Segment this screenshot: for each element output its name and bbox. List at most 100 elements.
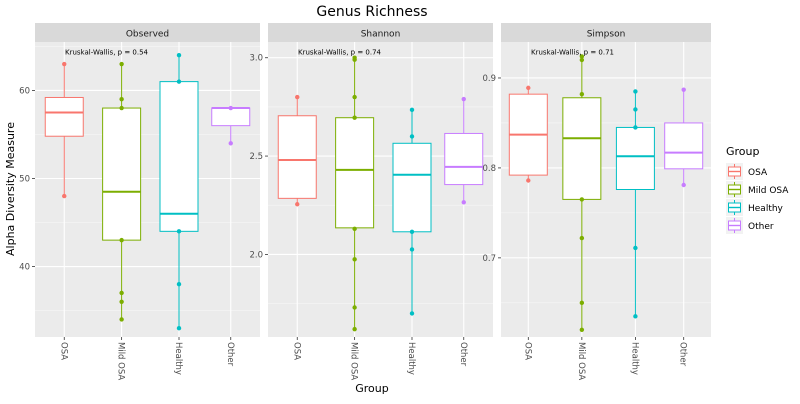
data-point-osa — [526, 85, 531, 91]
x-tick-label-other: Other — [225, 342, 235, 367]
box-body — [392, 142, 432, 233]
data-point-mild-osa — [579, 300, 585, 306]
data-point-osa — [526, 178, 531, 183]
data-point-mild-osa — [352, 257, 357, 262]
kruskal-wallis-annotation: Kruskal-Wallis, p = 0.71 — [531, 49, 614, 57]
legend-title: Group — [726, 145, 760, 158]
panel-background-simpson — [501, 42, 711, 337]
legend-item-healthy: Healthy — [726, 199, 784, 216]
legend-label-mild-osa: Mild OSA — [748, 186, 789, 196]
data-point-mild-osa — [579, 327, 585, 333]
data-point-healthy — [633, 314, 638, 319]
x-tick-label-osa: OSA — [522, 342, 532, 360]
data-point-other — [681, 182, 686, 188]
panel-simpson: Simpson 0.7 0.8 0.9 OSA Mild OSA Healthy Other K… — [482, 23, 711, 380]
box-body — [211, 107, 251, 127]
panel-shannon: Shannon 2.0 2.5 3.0 OSA Mild OSA Healthy Other K… — [249, 23, 493, 380]
chart-title: Genus Richness — [316, 4, 427, 20]
data-point-osa — [62, 193, 67, 199]
data-point-osa — [62, 61, 67, 67]
data-point-osa — [295, 94, 300, 100]
data-point-other — [461, 96, 466, 102]
x-tick-label-osa: OSA — [291, 342, 301, 360]
box-body — [615, 126, 655, 190]
panel-strip-label-shannon: Shannon — [361, 30, 401, 40]
data-point-healthy — [409, 311, 415, 316]
x-tick-label-mild-osa: Mild OSA — [116, 342, 126, 380]
data-point-healthy — [409, 229, 415, 234]
box-shannon-other — [444, 99, 484, 203]
y-tick-label: 50 — [19, 174, 30, 184]
data-point-healthy — [176, 79, 182, 84]
data-point-healthy — [409, 134, 415, 139]
data-point-osa — [295, 202, 300, 207]
y-tick-label: 0.8 — [482, 164, 496, 174]
y-tick-label: 40 — [19, 263, 30, 273]
y-tick-label: 60 — [19, 86, 30, 96]
data-point-healthy — [176, 53, 182, 58]
data-point-mild-osa — [579, 91, 585, 97]
data-point-healthy — [633, 125, 638, 130]
kruskal-wallis-annotation: Kruskal-Wallis, p = 0.54 — [65, 49, 149, 57]
panel-observed: Observed 40 50 60 OSA Mild OSA Healthy Other Kru… — [19, 23, 260, 380]
box-body — [102, 107, 142, 241]
legend-item-other: Other — [726, 217, 774, 234]
box-observed-osa — [44, 64, 84, 197]
box-body — [444, 132, 484, 186]
data-point-healthy — [633, 89, 638, 94]
panel-strip-observed — [35, 23, 260, 42]
panel-strip-shannon — [268, 23, 493, 42]
box-shannon-osa — [277, 97, 317, 205]
box-simpson-other — [664, 89, 704, 186]
data-point-mild-osa — [119, 105, 124, 111]
data-point-healthy — [176, 325, 182, 331]
y-tick-label: 3.0 — [249, 54, 263, 64]
data-point-mild-osa — [579, 197, 585, 202]
legend-item-mild-osa: Mild OSA — [726, 181, 789, 198]
box-body — [335, 117, 375, 229]
data-point-mild-osa — [352, 226, 357, 232]
data-point-healthy — [176, 281, 182, 287]
box-body — [664, 122, 704, 170]
panel-strip-simpson — [501, 23, 711, 42]
box-simpson-osa — [508, 87, 548, 181]
x-tick-label-mild-osa: Mild OSA — [576, 342, 586, 380]
data-point-mild-osa — [352, 57, 357, 62]
panel-strip-label-simpson: Simpson — [587, 30, 626, 40]
box-body — [562, 97, 602, 200]
x-tick-label-healthy: Healthy — [629, 342, 639, 375]
data-point-mild-osa — [579, 54, 585, 59]
box-shannon-mild-osa — [335, 57, 375, 330]
data-point-mild-osa — [119, 299, 124, 304]
data-point-mild-osa — [352, 326, 357, 332]
data-point-mild-osa — [352, 305, 357, 310]
legend-label-healthy: Healthy — [748, 204, 784, 214]
legend-item-osa: OSA — [726, 163, 768, 180]
x-tick-label-healthy: Healthy — [173, 342, 183, 375]
data-point-healthy — [176, 229, 182, 234]
legend-label-other: Other — [748, 222, 774, 232]
box-body — [159, 81, 199, 232]
data-point-mild-osa — [119, 97, 124, 102]
data-point-mild-osa — [579, 235, 585, 241]
data-point-other — [461, 200, 466, 205]
data-point-mild-osa — [352, 94, 357, 100]
data-point-healthy — [409, 247, 415, 252]
data-point-mild-osa — [579, 57, 585, 63]
x-tick-label-healthy: Healthy — [406, 342, 416, 375]
panels-layer: Observed 40 50 60 OSA Mild OSA Healthy Other Kru… — [19, 23, 711, 380]
data-point-mild-osa — [119, 290, 124, 296]
data-point-other — [681, 87, 686, 92]
legend: Group OSA Mild OSA Healthy Other — [726, 145, 789, 234]
x-tick-label-mild-osa: Mild OSA — [349, 342, 359, 380]
data-point-healthy — [409, 107, 415, 113]
y-tick-label: 0.7 — [482, 254, 496, 264]
x-tick-label-other: Other — [678, 342, 688, 367]
data-point-mild-osa — [119, 237, 124, 243]
panel-strip-label-observed: Observed — [126, 30, 169, 40]
box-body — [277, 115, 317, 199]
data-point-healthy — [633, 107, 638, 112]
x-tick-label-other: Other — [458, 342, 468, 367]
